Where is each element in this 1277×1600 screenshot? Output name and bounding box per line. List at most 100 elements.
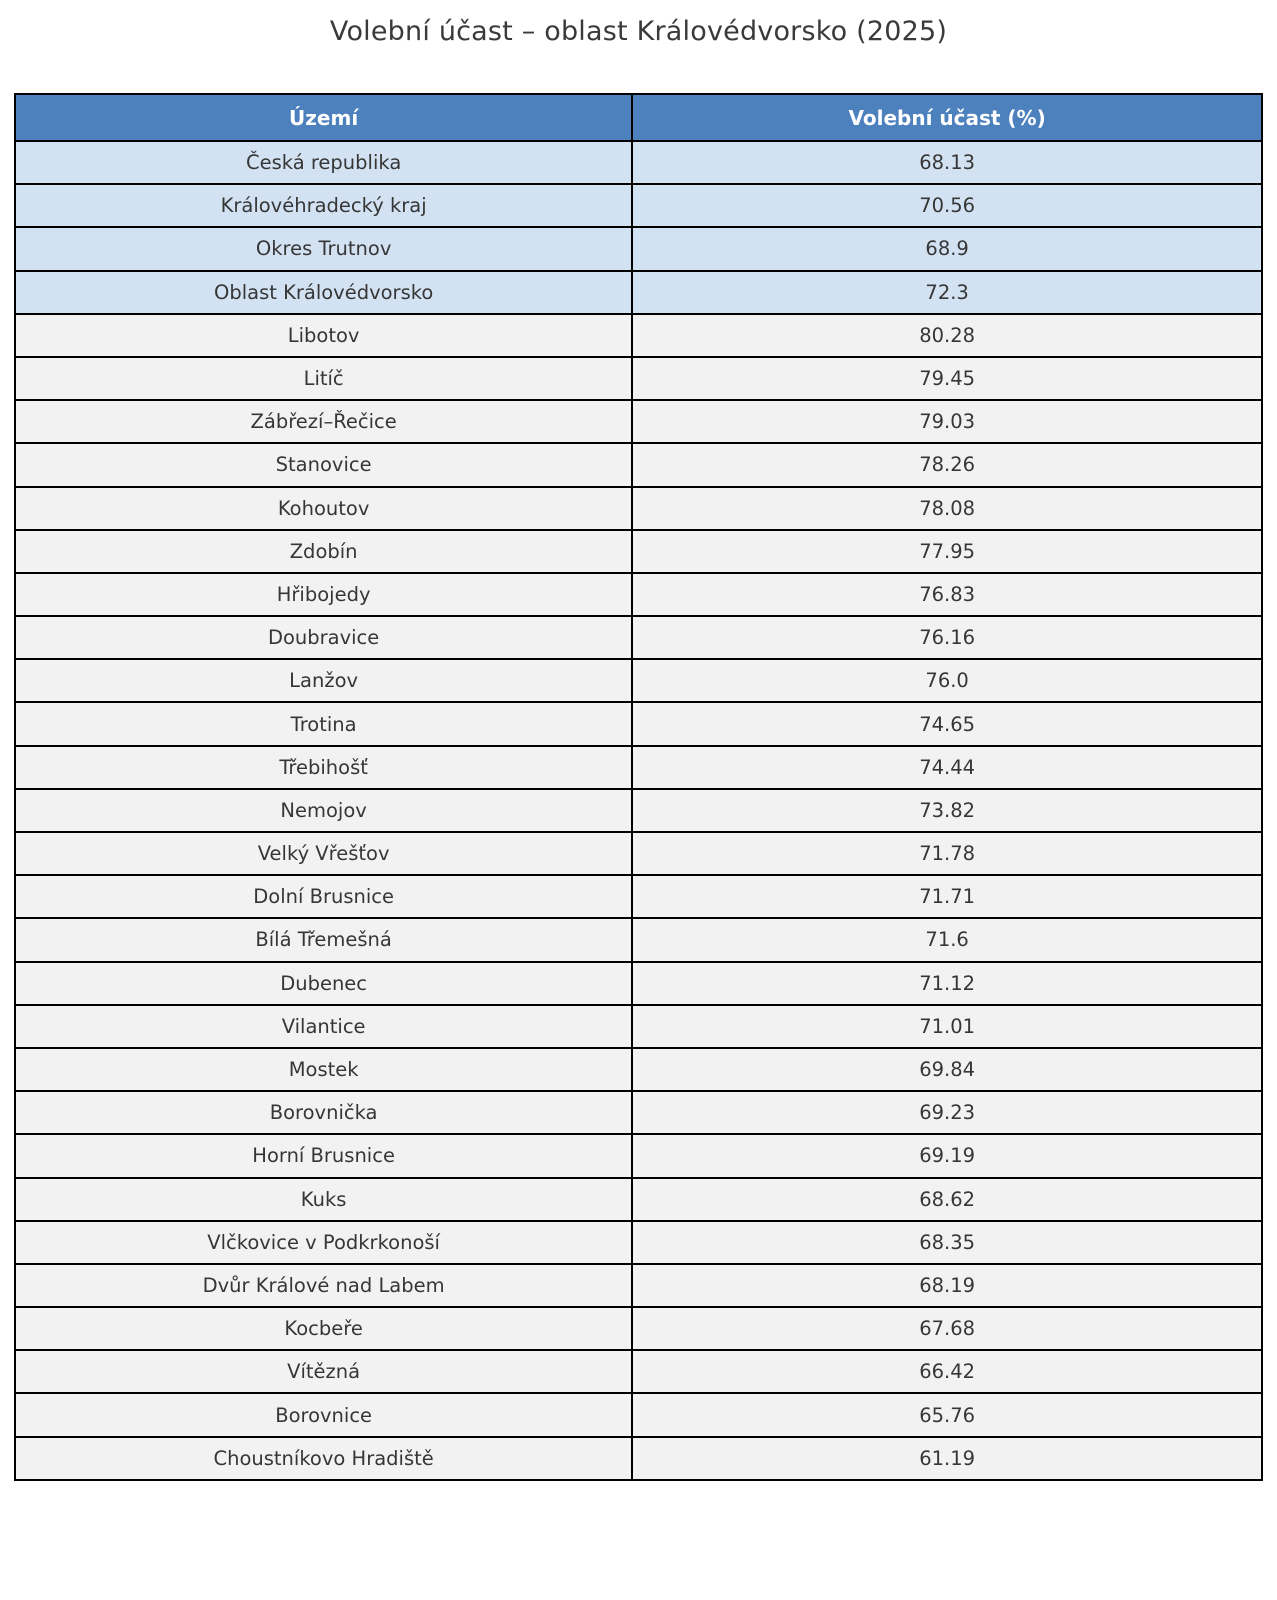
turnout-cell: 71.78	[631, 830, 1263, 877]
table-row: Borovnička 69.23	[13, 1090, 1263, 1136]
area-cell: Kohoutov	[13, 485, 634, 531]
table-row: Kocbeře 67.68	[13, 1306, 1263, 1352]
area-cell: Kuks	[13, 1176, 634, 1222]
table-row: Dubenec 71.12	[13, 960, 1263, 1006]
turnout-cell: 68.35	[631, 1219, 1263, 1265]
turnout-cell: 79.45	[631, 355, 1263, 402]
table-row: Dolní Brusnice 71.71	[13, 874, 1263, 920]
table-row: Třebihošť 74.44	[13, 744, 1263, 790]
turnout-cell: 71.12	[631, 960, 1263, 1006]
turnout-cell: 69.23	[631, 1090, 1263, 1136]
table-row: Doubravice 76.16	[13, 615, 1263, 661]
table-row: Trotina 74.65	[13, 701, 1263, 747]
area-cell: Doubravice	[13, 615, 634, 661]
table-row: Nemojov 73.82	[13, 787, 1263, 834]
table-row: Dvůr Králové nad Labem 68.19	[13, 1262, 1263, 1309]
table-row: Okres Trutnov 68.9	[13, 226, 1263, 272]
table-row: Libotov 80.28	[13, 312, 1263, 358]
turnout-cell: 67.68	[631, 1306, 1263, 1352]
turnout-cell: 68.62	[631, 1176, 1263, 1222]
area-cell: Litíč	[13, 355, 634, 402]
area-cell: Horní Brusnice	[13, 1133, 634, 1179]
turnout-cell: 77.95	[631, 528, 1263, 574]
header-row: Území Volební účast (%)	[13, 93, 1263, 142]
table-row: Litíč 79.45	[13, 355, 1263, 402]
area-cell: Mostek	[13, 1046, 634, 1093]
turnout-cell: 80.28	[631, 312, 1263, 358]
table-row: Hřibojedy 76.83	[13, 571, 1263, 618]
table-body: Česká republika 68.13 Královéhradecký kraj…	[13, 139, 1263, 1481]
page-title: Volební účast – oblast Královédvorsko (2…	[329, 16, 948, 47]
column-header-turnout: Volební účast (%)	[631, 93, 1263, 142]
area-cell: Třebihošť	[13, 744, 634, 790]
area-cell: Dvůr Králové nad Labem	[13, 1262, 634, 1309]
turnout-cell: 69.19	[631, 1133, 1263, 1179]
table-row: Česká republika 68.13	[13, 139, 1263, 186]
area-cell: Bílá Třemešná	[13, 917, 634, 963]
table-row: Velký Vřešťov 71.78	[13, 830, 1263, 877]
turnout-cell: 74.44	[631, 744, 1263, 790]
area-cell: Dolní Brusnice	[13, 874, 634, 920]
area-cell: Vítězná	[13, 1349, 634, 1395]
area-cell: Lanžov	[13, 658, 634, 704]
turnout-cell: 78.26	[631, 442, 1263, 488]
table-row: Stanovice 78.26	[13, 442, 1263, 488]
area-cell: Borovnička	[13, 1090, 634, 1136]
table-row: Horní Brusnice 69.19	[13, 1133, 1263, 1179]
turnout-cell: 78.08	[631, 485, 1263, 531]
area-cell: Hřibojedy	[13, 571, 634, 618]
area-cell: Oblast Královédvorsko	[13, 269, 634, 315]
table-row: Choustníkovo Hradiště 61.19	[13, 1435, 1263, 1481]
table-row: Oblast Královédvorsko 72.3	[13, 269, 1263, 315]
turnout-cell: 74.65	[631, 701, 1263, 747]
turnout-cell: 71.6	[631, 917, 1263, 963]
area-cell: Stanovice	[13, 442, 634, 488]
table-row: Vítězná 66.42	[13, 1349, 1263, 1395]
turnout-cell: 68.9	[631, 226, 1263, 272]
table-row: Borovnice 65.76	[13, 1392, 1263, 1438]
table-row: Královéhradecký kraj 70.56	[13, 183, 1263, 229]
turnout-cell: 72.3	[631, 269, 1263, 315]
area-cell: Zábřezí–Řečice	[13, 399, 634, 445]
turnout-cell: 66.42	[631, 1349, 1263, 1395]
area-cell: Velký Vřešťov	[13, 830, 634, 877]
area-cell: Zdobín	[13, 528, 634, 574]
area-cell: Dubenec	[13, 960, 634, 1006]
table-row: Bílá Třemešná 71.6	[13, 917, 1263, 963]
area-cell: Trotina	[13, 701, 634, 747]
column-header-area: Území	[13, 93, 634, 142]
turnout-cell: 70.56	[631, 183, 1263, 229]
turnout-cell: 73.82	[631, 787, 1263, 834]
turnout-cell: 68.13	[631, 139, 1263, 186]
table-row: Kuks 68.62	[13, 1176, 1263, 1222]
table-row: Vilantice 71.01	[13, 1003, 1263, 1049]
table-row: Zdobín 77.95	[13, 528, 1263, 574]
area-cell: Borovnice	[13, 1392, 634, 1438]
turnout-cell: 65.76	[631, 1392, 1263, 1438]
table-row: Zábřezí–Řečice 79.03	[13, 399, 1263, 445]
turnout-cell: 69.84	[631, 1046, 1263, 1093]
turnout-cell: 76.83	[631, 571, 1263, 618]
area-cell: Nemojov	[13, 787, 634, 834]
area-cell: Okres Trutnov	[13, 226, 634, 272]
table-row: Mostek 69.84	[13, 1046, 1263, 1093]
turnout-cell: 68.19	[631, 1262, 1263, 1309]
turnout-cell: 71.71	[631, 874, 1263, 920]
area-cell: Kocbeře	[13, 1306, 634, 1352]
area-cell: Česká republika	[13, 139, 634, 186]
area-cell: Královéhradecký kraj	[13, 183, 634, 229]
table-row: Kohoutov 78.08	[13, 485, 1263, 531]
area-cell: Vlčkovice v Podkrkonoší	[13, 1219, 634, 1265]
table-row: Vlčkovice v Podkrkonoší 68.35	[13, 1219, 1263, 1265]
turnout-cell: 61.19	[631, 1435, 1263, 1481]
turnout-cell: 79.03	[631, 399, 1263, 445]
area-cell: Libotov	[13, 312, 634, 358]
turnout-cell: 76.16	[631, 615, 1263, 661]
area-cell: Choustníkovo Hradiště	[13, 1435, 634, 1481]
turnout-cell: 71.01	[631, 1003, 1263, 1049]
turnout-table: Území Volební účast (%) Česká republika 6…	[13, 93, 1263, 1481]
table-row: Lanžov 76.0	[13, 658, 1263, 704]
area-cell: Vilantice	[13, 1003, 634, 1049]
turnout-cell: 76.0	[631, 658, 1263, 704]
table-header: Území Volební účast (%)	[13, 93, 1263, 142]
